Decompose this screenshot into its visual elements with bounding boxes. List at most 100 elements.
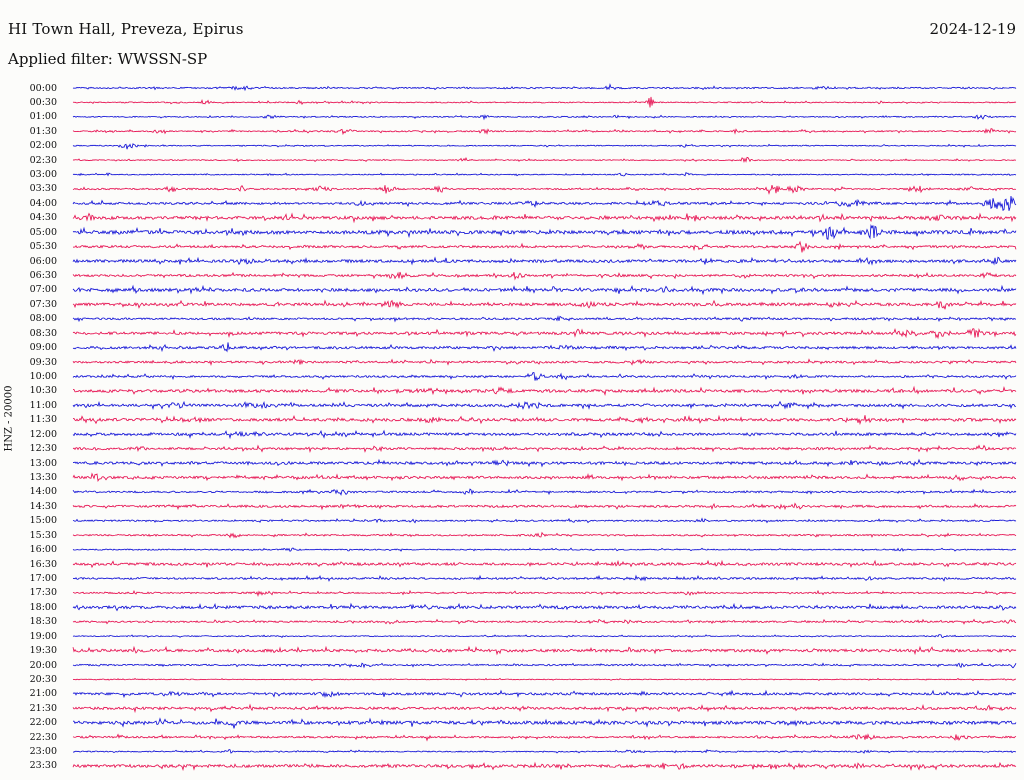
seismogram-trace: [72, 96, 1017, 108]
seismogram-trace: [72, 143, 1017, 150]
seismogram-trace: [72, 372, 1017, 382]
time-label: 13:30: [29, 471, 57, 483]
time-label: 04:00: [29, 197, 57, 209]
seismogram-trace: [72, 240, 1017, 253]
seismogram-trace: [72, 271, 1017, 281]
seismogram-trace: [72, 83, 1017, 92]
seismogram-trace: [72, 212, 1017, 224]
seismogram-trace: [72, 284, 1017, 296]
time-label: 08:30: [29, 327, 57, 339]
time-label: 14:00: [29, 486, 57, 498]
seismogram-trace: [72, 618, 1017, 625]
seismogram-trace: [72, 458, 1017, 468]
seismogram-trace: [72, 128, 1017, 136]
time-label: 09:00: [29, 342, 57, 354]
time-label: 23:30: [29, 760, 57, 772]
seismogram-trace: [72, 517, 1017, 524]
seismogram-trace: [72, 733, 1017, 742]
time-label: 01:00: [29, 111, 57, 123]
time-label: 20:00: [29, 659, 57, 671]
time-label: 08:00: [29, 313, 57, 325]
time-label: 02:00: [29, 140, 57, 152]
time-label: 05:30: [29, 241, 57, 253]
time-label: 10:30: [29, 385, 57, 397]
seismogram-trace: [72, 717, 1017, 729]
time-label: 22:30: [29, 731, 57, 743]
seismogram-trace: [72, 689, 1017, 699]
time-label: 10:00: [29, 371, 57, 382]
time-label: 03:30: [29, 183, 57, 195]
filter-label: Applied filter: WWSSN-SP: [8, 50, 208, 68]
seismogram-trace: [72, 761, 1017, 772]
seismogram-trace: [72, 358, 1017, 366]
time-label: 19:30: [29, 645, 57, 657]
time-label: 03:00: [29, 169, 57, 181]
seismogram-trace: [72, 602, 1017, 612]
time-label: 02:30: [29, 154, 57, 166]
seismogram-trace: [72, 224, 1017, 240]
seismogram-trace: [72, 156, 1017, 164]
seismogram-trace: [72, 414, 1017, 426]
seismogram-trace: [72, 184, 1017, 195]
time-label: 06:30: [29, 270, 57, 282]
seismogram-trace: [72, 703, 1017, 714]
time-label: 11:00: [29, 399, 57, 411]
seismogram-trace: [72, 299, 1017, 310]
seismogram-trace: [72, 385, 1017, 397]
date-label: 2024-12-19: [929, 20, 1016, 38]
time-label: 17:00: [29, 572, 57, 584]
time-label: 19:00: [29, 630, 57, 642]
time-label: 15:00: [29, 515, 57, 527]
seismogram-trace: [72, 589, 1017, 598]
seismogram-trace: [72, 400, 1017, 410]
seismogram-trace: [72, 531, 1017, 539]
seismogram-trace: [72, 662, 1017, 669]
time-label: 00:30: [29, 96, 57, 108]
seismogram-trace: [72, 256, 1017, 266]
seismogram-trace: [72, 645, 1017, 656]
time-label: 07:00: [29, 284, 57, 296]
time-label: 14:30: [29, 500, 57, 512]
time-label: 00:00: [29, 82, 57, 94]
seismogram-trace: [72, 502, 1017, 511]
seismogram-trace: [72, 559, 1017, 569]
seismogram-trace: [72, 444, 1017, 453]
time-label: 20:30: [29, 673, 57, 685]
time-label: 18:30: [29, 616, 57, 628]
time-label: 05:00: [29, 226, 57, 238]
time-label: 01:30: [29, 125, 57, 137]
seismogram-trace: [72, 114, 1017, 121]
seismogram-trace: [72, 677, 1017, 682]
time-label: 12:30: [29, 443, 57, 455]
time-label: 13:00: [29, 457, 57, 469]
page-title: HI Town Hall, Preveza, Epirus: [8, 20, 244, 38]
time-label: 04:30: [29, 212, 57, 224]
seismogram-trace: [72, 574, 1017, 582]
seismogram-trace: [72, 547, 1017, 552]
time-label: 16:00: [29, 544, 57, 556]
time-label: 09:30: [29, 356, 57, 368]
seismogram-trace: [72, 315, 1017, 323]
time-label: 15:30: [29, 529, 57, 541]
time-label: 16:30: [29, 558, 57, 570]
seismogram-trace: [72, 472, 1017, 483]
time-label: 06:00: [29, 255, 57, 267]
time-label: 18:00: [29, 601, 57, 613]
time-label: 12:00: [29, 428, 57, 440]
seismogram-trace: [72, 488, 1017, 496]
time-label: 21:30: [29, 702, 57, 714]
seismogram-trace: [72, 748, 1017, 754]
time-label: 22:00: [29, 717, 57, 729]
time-label: 23:00: [29, 746, 57, 758]
seismogram-trace: [72, 195, 1017, 212]
seismogram-trace: [72, 327, 1017, 340]
time-label: 21:00: [29, 688, 57, 700]
seismogram-trace: [72, 429, 1017, 440]
time-label: 17:30: [29, 587, 57, 599]
time-label: 07:30: [29, 298, 57, 310]
time-label: 11:30: [29, 414, 57, 426]
seismogram-trace: [72, 342, 1017, 353]
